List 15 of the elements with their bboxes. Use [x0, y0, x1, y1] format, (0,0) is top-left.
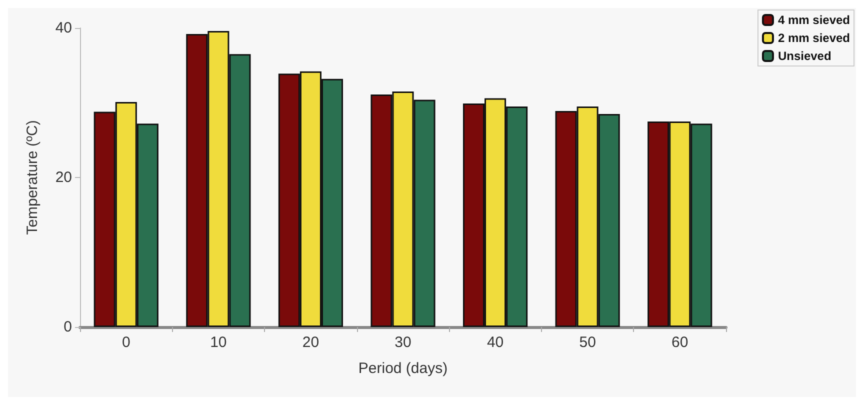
y-tick-label: 20 [55, 169, 72, 186]
x-tick-label: 20 [302, 334, 320, 351]
legend-label: 4 mm sieved [778, 13, 850, 27]
x-tick-label: 40 [486, 334, 504, 351]
y-tick-label: 0 [64, 318, 72, 336]
x-tick-label: 50 [579, 334, 596, 351]
legend-label: Unsieved [778, 49, 832, 63]
x-tick-label: 30 [394, 334, 412, 351]
y-tick-label: 40 [55, 20, 72, 36]
x-tick-label: 10 [210, 334, 227, 351]
y-axis-title: Temperature (ºC) [24, 120, 41, 235]
x-tick-label: 60 [672, 334, 688, 351]
x-tick-label: 0 [122, 334, 130, 351]
legend-label: 2 mm sieved [778, 31, 850, 45]
x-axis-title: Period (days) [358, 360, 448, 377]
